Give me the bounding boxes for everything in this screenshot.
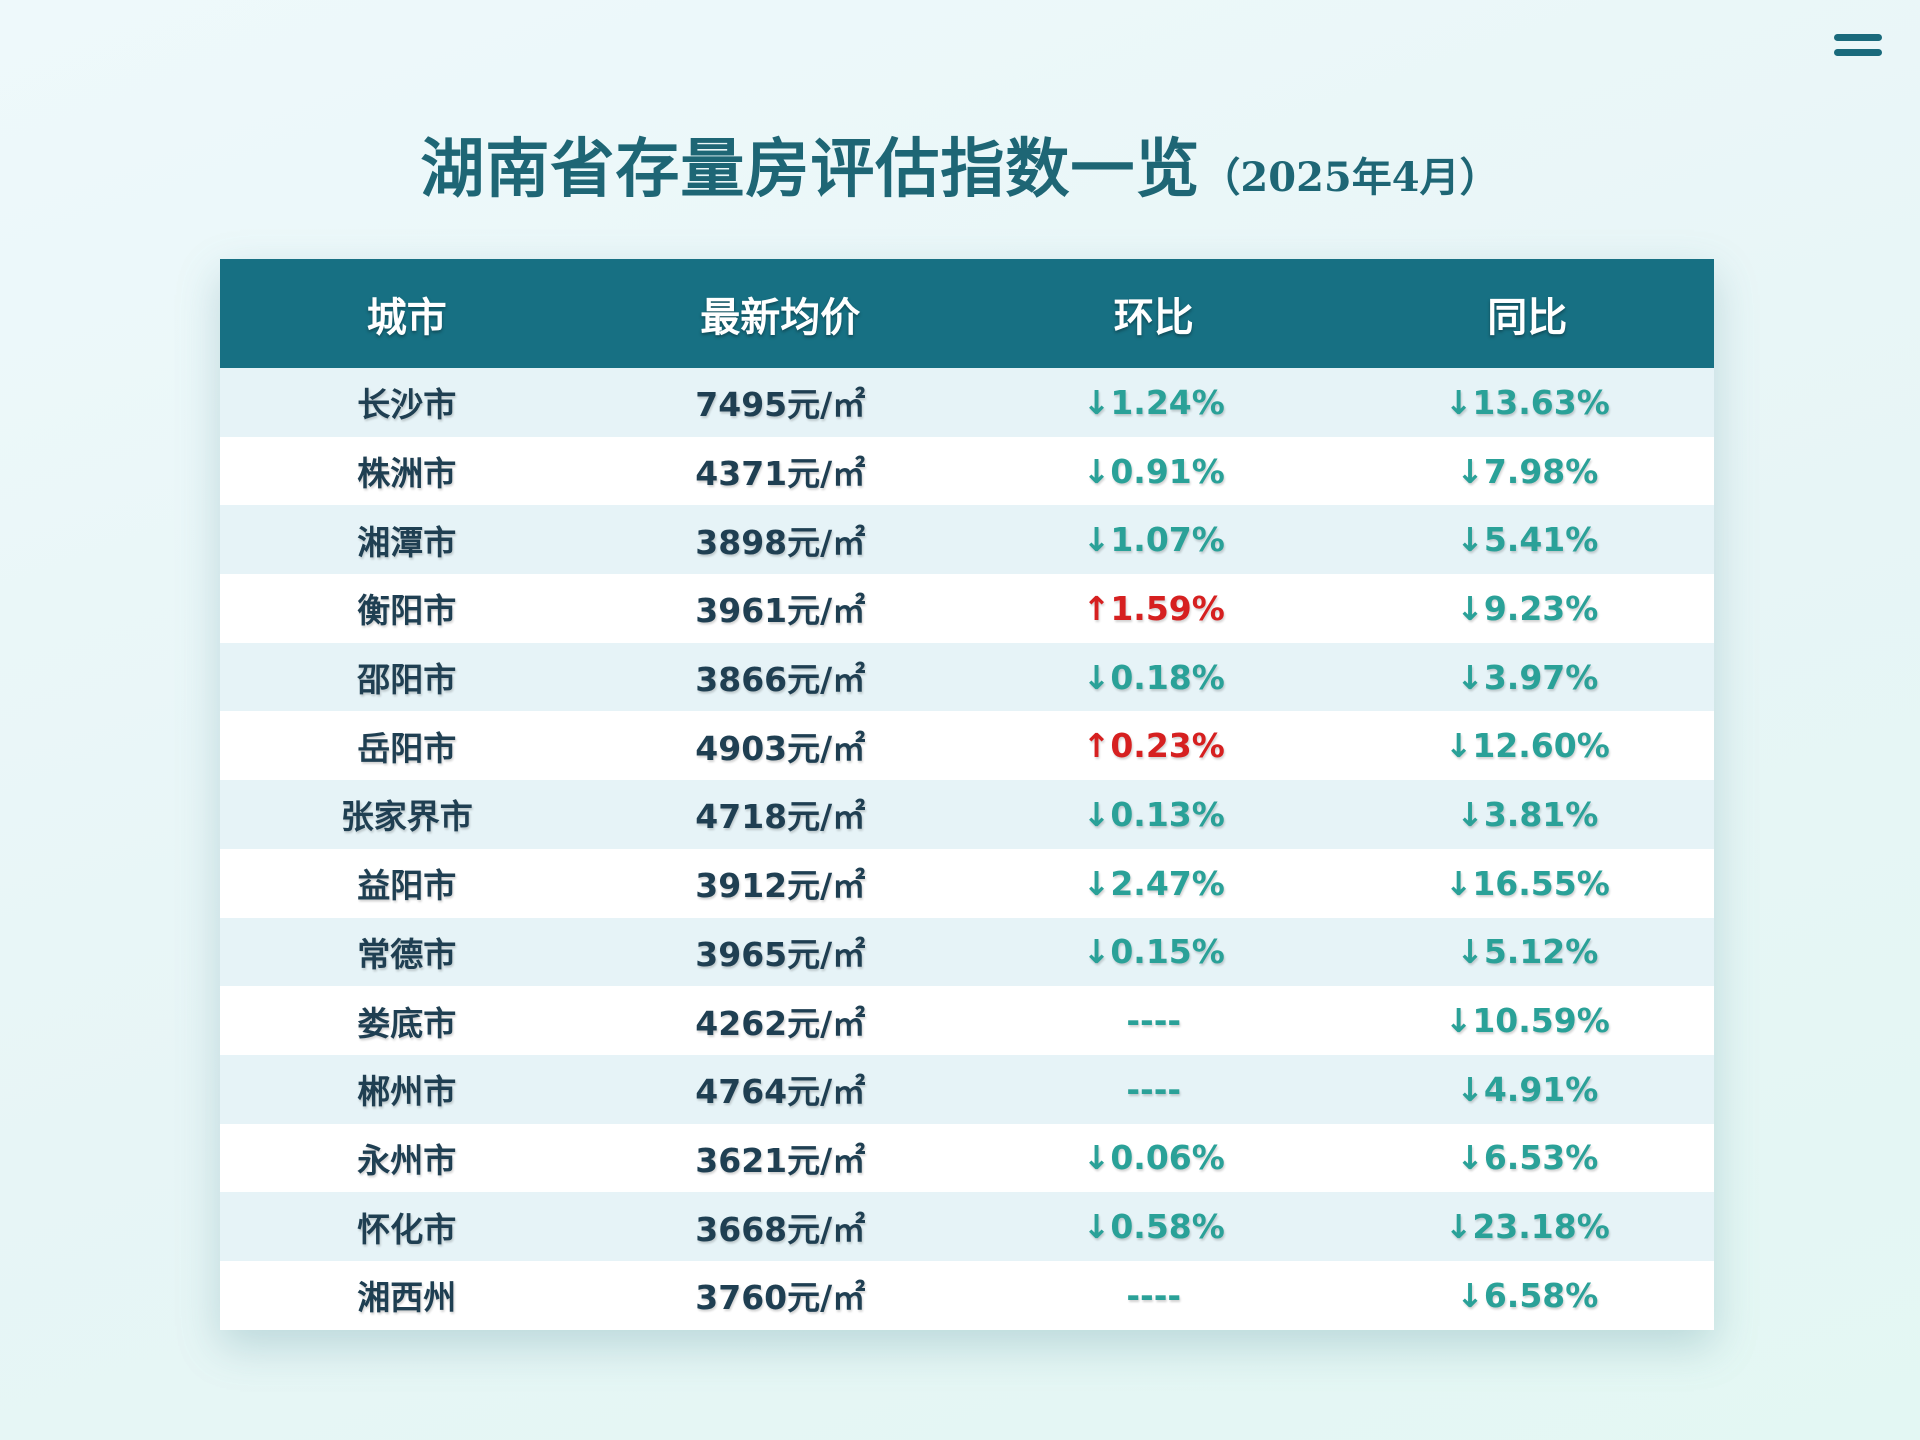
table-row: 郴州市 4764元/㎡ ---- ↓4.91% <box>220 1054 1714 1124</box>
city-cell: 株洲市 <box>220 436 594 506</box>
table-row: 永州市 3621元/㎡ ↓0.06% ↓6.53% <box>220 1123 1714 1193</box>
mom-cell: ↓1.07% <box>967 505 1341 575</box>
city-cell: 怀化市 <box>220 1192 594 1261</box>
price-cell: 3866元/㎡ <box>593 642 967 712</box>
price-cell: 3965元/㎡ <box>593 917 967 987</box>
table-row: 衡阳市 3961元/㎡ ↑1.59% ↓9.23% <box>220 574 1714 643</box>
title-date: （2025年4月） <box>1200 154 1500 201</box>
price-cell: 4764元/㎡ <box>593 1054 967 1124</box>
price-cell: 3898元/㎡ <box>593 505 967 575</box>
mom-cell: ↓0.15% <box>967 917 1341 987</box>
city-cell: 益阳市 <box>220 848 594 918</box>
city-cell: 郴州市 <box>220 1054 594 1124</box>
table-row: 湘潭市 3898元/㎡ ↓1.07% ↓5.41% <box>220 505 1714 575</box>
mom-cell: ↓0.06% <box>967 1123 1341 1193</box>
price-cell: 7495元/㎡ <box>593 368 967 437</box>
yoy-cell: ↓16.55% <box>1340 848 1714 918</box>
mom-cell: ↓0.13% <box>967 780 1341 849</box>
mom-cell: ↑0.23% <box>967 711 1341 781</box>
table-row: 长沙市 7495元/㎡ ↓1.24% ↓13.63% <box>220 368 1714 437</box>
table-row: 怀化市 3668元/㎡ ↓0.58% ↓23.18% <box>220 1192 1714 1261</box>
price-index-table: 城市 最新均价 环比 同比 长沙市 7495元/㎡ ↓1.24% ↓13.63% 株洲市… <box>220 259 1714 1330</box>
yoy-cell: ↓6.58% <box>1340 1260 1714 1330</box>
menu-line <box>1834 49 1882 56</box>
price-cell: 3621元/㎡ <box>593 1123 967 1193</box>
price-cell: 3912元/㎡ <box>593 848 967 918</box>
yoy-cell: ↓6.53% <box>1340 1123 1714 1193</box>
city-cell: 常德市 <box>220 917 594 987</box>
city-cell: 永州市 <box>220 1123 594 1193</box>
city-cell: 邵阳市 <box>220 642 594 712</box>
table-row: 湘西州 3760元/㎡ ---- ↓6.58% <box>220 1260 1714 1330</box>
hamburger-menu-icon[interactable] <box>1834 34 1882 56</box>
header-mom: 环比 <box>967 259 1341 368</box>
yoy-cell: ↓5.41% <box>1340 505 1714 575</box>
city-cell: 长沙市 <box>220 368 594 437</box>
city-cell: 湘潭市 <box>220 505 594 575</box>
title-main: 湖南省存量房评估指数一览 <box>420 132 1201 207</box>
table-row: 岳阳市 4903元/㎡ ↑0.23% ↓12.60% <box>220 711 1714 781</box>
mom-cell: ---- <box>967 1054 1341 1124</box>
mom-cell: ↓0.91% <box>967 436 1341 506</box>
yoy-cell: ↓10.59% <box>1340 986 1714 1055</box>
header-price: 最新均价 <box>593 259 967 368</box>
page-title: 湖南省存量房评估指数一览（2025年4月） <box>0 118 1920 210</box>
yoy-cell: ↓3.97% <box>1340 642 1714 712</box>
table-row: 株洲市 4371元/㎡ ↓0.91% ↓7.98% <box>220 436 1714 506</box>
yoy-cell: ↓5.12% <box>1340 917 1714 987</box>
table-row: 张家界市 4718元/㎡ ↓0.13% ↓3.81% <box>220 780 1714 849</box>
table-header-row: 城市 最新均价 环比 同比 <box>220 259 1714 368</box>
mom-cell: ↓2.47% <box>967 848 1341 918</box>
city-cell: 湘西州 <box>220 1260 594 1330</box>
price-cell: 4718元/㎡ <box>593 780 967 849</box>
price-cell: 3760元/㎡ <box>593 1260 967 1330</box>
city-cell: 岳阳市 <box>220 711 594 781</box>
price-cell: 4371元/㎡ <box>593 436 967 506</box>
yoy-cell: ↓23.18% <box>1340 1192 1714 1261</box>
mom-cell: ---- <box>967 1260 1341 1330</box>
price-cell: 4903元/㎡ <box>593 711 967 781</box>
city-cell: 衡阳市 <box>220 574 594 643</box>
price-cell: 3668元/㎡ <box>593 1192 967 1261</box>
mom-cell: ↑1.59% <box>967 574 1341 643</box>
yoy-cell: ↓3.81% <box>1340 780 1714 849</box>
price-cell: 3961元/㎡ <box>593 574 967 643</box>
city-cell: 张家界市 <box>220 780 594 849</box>
mom-cell: ---- <box>967 986 1341 1055</box>
table-row: 邵阳市 3866元/㎡ ↓0.18% ↓3.97% <box>220 642 1714 712</box>
header-yoy: 同比 <box>1340 259 1714 368</box>
yoy-cell: ↓9.23% <box>1340 574 1714 643</box>
mom-cell: ↓1.24% <box>967 368 1341 437</box>
yoy-cell: ↓7.98% <box>1340 436 1714 506</box>
price-cell: 4262元/㎡ <box>593 986 967 1055</box>
table-row: 常德市 3965元/㎡ ↓0.15% ↓5.12% <box>220 917 1714 987</box>
menu-line <box>1834 34 1882 41</box>
yoy-cell: ↓12.60% <box>1340 711 1714 781</box>
yoy-cell: ↓13.63% <box>1340 368 1714 437</box>
yoy-cell: ↓4.91% <box>1340 1054 1714 1124</box>
table-row: 益阳市 3912元/㎡ ↓2.47% ↓16.55% <box>220 848 1714 918</box>
mom-cell: ↓0.18% <box>967 642 1341 712</box>
city-cell: 娄底市 <box>220 986 594 1055</box>
table-row: 娄底市 4262元/㎡ ---- ↓10.59% <box>220 986 1714 1055</box>
header-city: 城市 <box>220 259 594 368</box>
mom-cell: ↓0.58% <box>967 1192 1341 1261</box>
